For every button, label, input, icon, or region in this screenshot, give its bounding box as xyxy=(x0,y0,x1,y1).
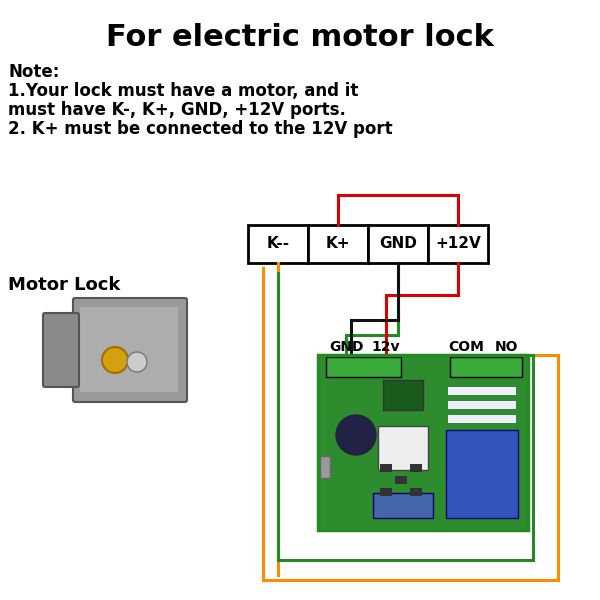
Circle shape xyxy=(336,415,376,455)
Text: K+: K+ xyxy=(326,236,350,251)
Bar xyxy=(446,430,518,518)
Bar xyxy=(448,401,516,409)
Bar xyxy=(326,357,401,377)
Text: +12V: +12V xyxy=(435,236,481,251)
Bar xyxy=(368,225,428,263)
Bar xyxy=(318,355,528,530)
Text: Motor Lock: Motor Lock xyxy=(8,276,121,294)
Text: For electric motor lock: For electric motor lock xyxy=(106,23,494,52)
Bar xyxy=(80,307,178,392)
Bar xyxy=(410,464,422,472)
Bar xyxy=(448,415,516,423)
Bar xyxy=(383,380,423,410)
Bar xyxy=(410,488,422,496)
Bar xyxy=(450,357,522,377)
Text: 1.Your lock must have a motor, and it: 1.Your lock must have a motor, and it xyxy=(8,82,358,100)
Circle shape xyxy=(127,352,147,372)
Bar xyxy=(380,464,392,472)
Text: 2. K+ must be connected to the 12V port: 2. K+ must be connected to the 12V port xyxy=(8,120,392,138)
Text: 12v: 12v xyxy=(372,340,400,354)
Bar xyxy=(318,355,528,530)
Bar xyxy=(428,225,488,263)
FancyBboxPatch shape xyxy=(43,313,79,387)
Circle shape xyxy=(102,347,128,373)
Bar xyxy=(380,488,392,496)
Bar xyxy=(248,225,308,263)
Text: Note:: Note: xyxy=(8,63,59,81)
Text: COM: COM xyxy=(448,340,484,354)
Bar xyxy=(373,493,433,518)
Text: GND: GND xyxy=(379,236,417,251)
Bar xyxy=(320,456,330,478)
Text: must have K-, K+, GND, +12V ports.: must have K-, K+, GND, +12V ports. xyxy=(8,101,346,119)
Text: GND: GND xyxy=(329,340,363,354)
Bar xyxy=(395,476,407,484)
Text: NO: NO xyxy=(494,340,518,354)
Text: K--: K-- xyxy=(266,236,290,251)
Bar xyxy=(308,225,368,263)
FancyBboxPatch shape xyxy=(73,298,187,402)
Bar xyxy=(378,426,428,470)
Bar xyxy=(448,387,516,395)
